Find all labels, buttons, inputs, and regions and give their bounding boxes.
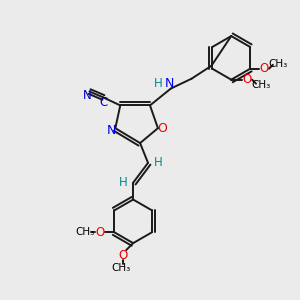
Text: CH₃: CH₃ <box>268 59 287 69</box>
Text: H: H <box>154 77 163 90</box>
Text: H: H <box>154 156 162 170</box>
Text: N: N <box>83 89 92 102</box>
Text: CH₃: CH₃ <box>112 263 131 273</box>
Text: C: C <box>99 96 108 109</box>
Text: O: O <box>157 122 167 135</box>
Text: N: N <box>165 77 175 90</box>
Text: O: O <box>260 62 268 75</box>
Text: CH₃: CH₃ <box>75 227 94 237</box>
Text: H: H <box>119 176 128 189</box>
Text: N: N <box>107 124 116 137</box>
Text: O: O <box>242 73 252 86</box>
Text: O: O <box>96 226 105 239</box>
Text: O: O <box>118 248 128 262</box>
Text: CH₃: CH₃ <box>251 80 271 90</box>
